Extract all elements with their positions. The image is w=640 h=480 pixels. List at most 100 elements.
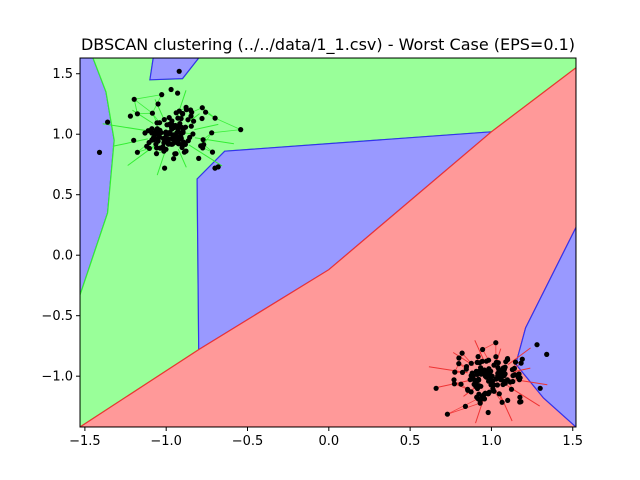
data-point — [188, 123, 194, 129]
y-tick-label: −0.5 — [41, 309, 73, 324]
data-point — [154, 120, 160, 126]
edge-red — [447, 398, 479, 415]
data-point — [200, 137, 206, 143]
edge-green — [211, 129, 241, 134]
ray-red — [474, 340, 485, 362]
data-point — [183, 148, 189, 154]
data-point — [534, 342, 540, 348]
data-point — [96, 149, 103, 155]
x-tick-label: 0.0 — [318, 434, 339, 449]
data-point — [181, 139, 187, 145]
ray-red — [496, 348, 502, 362]
data-point — [153, 151, 160, 157]
data-point — [510, 378, 516, 385]
data-point — [161, 117, 167, 123]
data-point — [488, 382, 494, 388]
data-point — [459, 350, 465, 356]
data-point — [209, 149, 216, 155]
data-point — [444, 411, 450, 417]
data-point — [468, 360, 474, 366]
data-point — [165, 136, 171, 142]
data-point — [473, 383, 479, 389]
data-point — [199, 105, 205, 111]
data-point — [170, 132, 176, 138]
x-tick-label: −1.0 — [150, 434, 182, 449]
data-point — [176, 141, 182, 147]
ray-green — [188, 144, 223, 167]
data-point — [191, 118, 197, 124]
ray-green — [102, 123, 148, 132]
edge-green — [133, 98, 153, 114]
data-point — [196, 155, 202, 161]
data-point — [493, 354, 499, 360]
data-point — [537, 385, 543, 391]
y-axis: −1.0 −0.5 0.0 0.5 1.0 1.5 — [41, 67, 80, 385]
data-point — [485, 409, 491, 416]
data-point — [163, 129, 169, 135]
data-point — [481, 396, 488, 402]
x-axis: −1.5 −1.0 −0.5 0.0 0.5 1.0 1.5 — [69, 427, 583, 449]
data-point — [508, 386, 515, 392]
data-point — [212, 165, 218, 171]
data-point — [168, 86, 174, 93]
x-tick-label: 1.5 — [562, 434, 583, 449]
data-point — [212, 115, 218, 121]
plot-frame — [79, 57, 577, 428]
data-point — [496, 374, 502, 380]
data-point — [516, 371, 522, 377]
data-point — [483, 358, 489, 364]
ray-red — [498, 390, 513, 422]
chart-title: DBSCAN clustering (../../data/1_1.csv) -… — [81, 35, 575, 55]
data-point — [175, 124, 181, 130]
data-point — [478, 383, 484, 389]
ray-green — [194, 123, 219, 131]
ray-red — [514, 367, 531, 372]
data-point — [456, 355, 462, 361]
data-point — [463, 364, 470, 370]
data-point — [144, 143, 150, 149]
data-point — [485, 391, 491, 397]
data-point — [494, 382, 500, 388]
data-point — [188, 113, 194, 119]
data-point — [169, 126, 175, 132]
data-point — [150, 135, 156, 141]
data-point — [459, 369, 466, 375]
data-point — [178, 116, 184, 122]
data-point — [504, 377, 510, 383]
edge-green — [214, 117, 241, 130]
data-point — [499, 399, 505, 405]
data-point — [175, 90, 181, 96]
data-point — [162, 165, 168, 171]
data-point — [131, 96, 137, 102]
data-point — [509, 367, 515, 373]
y-tick-label: 0.0 — [52, 249, 73, 264]
data-point — [154, 145, 160, 151]
data-point — [500, 365, 506, 371]
data-point — [146, 139, 152, 146]
data-point — [479, 358, 485, 364]
data-point — [485, 371, 492, 377]
data-point — [462, 403, 468, 409]
ray-green — [177, 148, 187, 168]
data-point — [187, 134, 193, 140]
data-point — [157, 127, 163, 133]
data-point — [209, 130, 215, 136]
region-blue-2 — [149, 58, 200, 81]
data-point — [155, 136, 161, 142]
data-point — [503, 359, 509, 365]
data-point — [475, 376, 482, 382]
data-point — [160, 144, 166, 150]
data-point — [451, 381, 457, 387]
ray-red — [507, 347, 531, 366]
data-point — [495, 360, 501, 366]
data-point — [493, 340, 499, 346]
data-point — [510, 373, 516, 379]
ray-green — [156, 149, 167, 176]
data-point — [159, 92, 165, 98]
data-point — [166, 115, 172, 121]
data-point — [491, 388, 497, 394]
data-point — [456, 361, 462, 367]
data-point — [238, 127, 244, 133]
data-point — [127, 113, 133, 119]
